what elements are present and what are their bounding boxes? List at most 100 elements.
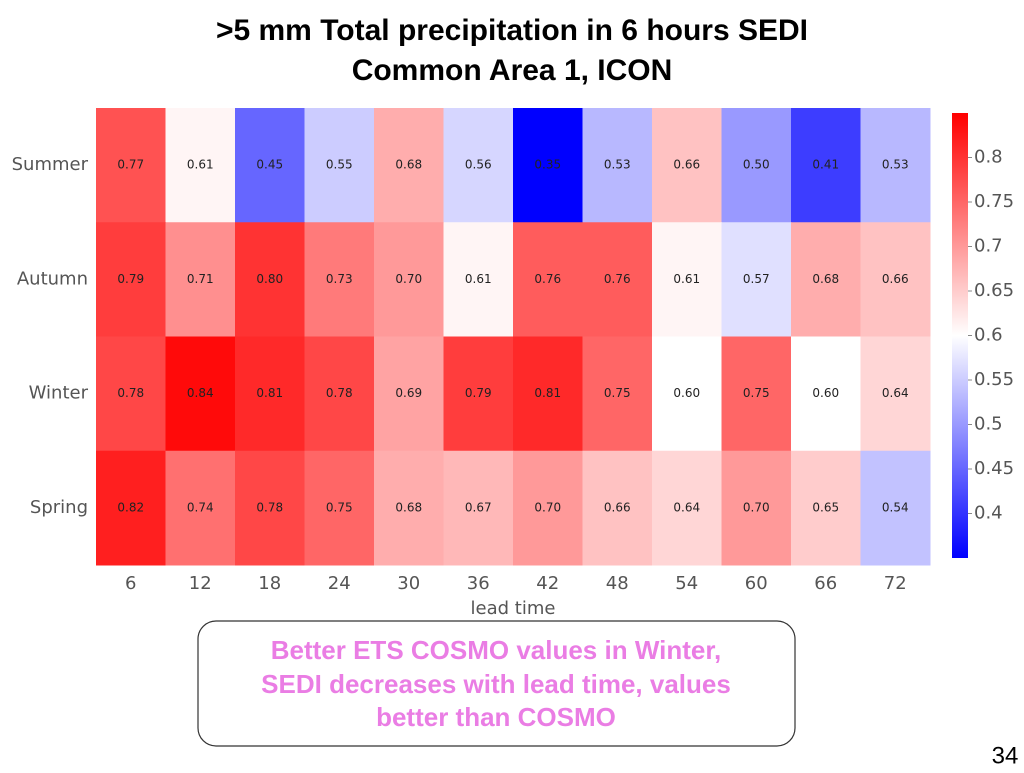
cell-label: 0.70 (395, 272, 422, 286)
annotation-line: Better ETS COSMO values in Winter, (271, 635, 722, 665)
heatmap-cell (513, 108, 583, 223)
x-tick-label: 72 (884, 573, 907, 594)
cell-label: 0.35 (534, 158, 561, 172)
cell-label: 0.75 (743, 386, 770, 400)
heatmap-cell (721, 222, 792, 337)
cell-label: 0.66 (604, 500, 631, 514)
colorbar-tick-label: 0.5 (974, 414, 1003, 435)
cell-label: 0.41 (812, 158, 839, 172)
colorbar-tick-label: 0.8 (974, 147, 1003, 168)
x-tick-label: 12 (189, 573, 212, 594)
x-tick-label: 42 (536, 573, 559, 594)
cell-label: 0.56 (465, 158, 492, 172)
cell-label: 0.64 (882, 386, 909, 400)
heatmap-cell (652, 450, 722, 566)
cell-label: 0.60 (812, 386, 839, 400)
heatmap-cell (443, 108, 514, 223)
cell-label: 0.66 (673, 158, 700, 172)
heatmap-cell (721, 108, 792, 223)
cell-label: 0.79 (465, 386, 492, 400)
heatmap-cell (860, 450, 931, 566)
heatmap-cell (374, 222, 444, 337)
cell-label: 0.69 (395, 386, 422, 400)
cell-label: 0.77 (117, 158, 144, 172)
x-axis-label: lead time (471, 598, 556, 619)
heatmap-cell (443, 222, 514, 337)
heatmap-cell (235, 336, 305, 452)
heatmap-cell (235, 222, 305, 337)
x-tick-label: 66 (814, 573, 837, 594)
heatmap-cell (304, 450, 375, 566)
annotation-line: SEDI decreases with lead time, values (261, 669, 731, 699)
cell-label: 0.81 (534, 386, 561, 400)
cell-label: 0.70 (534, 500, 561, 514)
heatmap-cell (860, 222, 931, 337)
annotation-box (197, 620, 796, 747)
x-tick-label: 24 (328, 573, 351, 594)
heatmap-cell (860, 336, 931, 452)
heatmap-cell (443, 450, 514, 566)
cell-label: 0.78 (326, 386, 353, 400)
cell-label: 0.54 (882, 500, 909, 514)
heatmap-cell (791, 222, 861, 337)
cell-label: 0.50 (743, 158, 770, 172)
cell-label: 0.84 (187, 386, 214, 400)
colorbar-tick-label: 0.75 (974, 191, 1014, 212)
heatmap-cell (235, 450, 305, 566)
y-tick-label: Spring (30, 497, 88, 518)
cell-label: 0.74 (187, 500, 214, 514)
x-tick-label: 6 (125, 573, 136, 594)
cell-label: 0.81 (256, 386, 283, 400)
title-line: >5 mm Total precipitation in 6 hours SED… (216, 14, 808, 47)
cell-label: 0.61 (465, 272, 492, 286)
heatmap-cell (96, 108, 166, 223)
cell-label: 0.57 (743, 272, 770, 286)
heatmap-cell (374, 336, 444, 452)
cell-label: 0.78 (256, 500, 283, 514)
heatmap-cell (165, 222, 236, 337)
cell-label: 0.76 (534, 272, 561, 286)
cell-label: 0.68 (812, 272, 839, 286)
cell-label: 0.68 (395, 158, 422, 172)
cell-label: 0.60 (673, 386, 700, 400)
x-tick-label: 36 (467, 573, 490, 594)
cell-label: 0.80 (256, 272, 283, 286)
heatmap-cell (582, 222, 653, 337)
heatmap-cell (165, 450, 236, 566)
title-line: Common Area 1, ICON (352, 54, 673, 87)
annotation-line: better than COSMO (376, 702, 616, 732)
heatmap-cell (374, 450, 444, 566)
heatmap-cell (513, 222, 583, 337)
heatmap-cell (96, 222, 166, 337)
heatmap-cell (96, 450, 166, 566)
heatmap-cell (443, 336, 514, 452)
x-tick-label: 30 (397, 573, 420, 594)
cell-label: 0.61 (187, 158, 214, 172)
cell-label: 0.78 (117, 386, 144, 400)
colorbar-tick-label: 0.55 (974, 369, 1014, 390)
y-tick-label: Winter (29, 383, 89, 404)
colorbar-tick-label: 0.4 (974, 503, 1003, 524)
cell-label: 0.75 (326, 500, 353, 514)
cell-label: 0.53 (604, 158, 631, 172)
colorbar-tick-label: 0.6 (974, 325, 1003, 346)
heatmap-cell (513, 336, 583, 452)
heatmap-cell (652, 336, 722, 452)
heatmap-cell (165, 108, 236, 223)
cell-label: 0.67 (465, 500, 492, 514)
page-number: 34 (992, 742, 1019, 768)
heatmap-cell (652, 222, 722, 337)
colorbar-tick-label: 0.7 (974, 236, 1003, 257)
heatmap-cell (791, 336, 861, 452)
y-tick-label: Summer (12, 154, 89, 175)
heatmap-cell (304, 336, 375, 452)
heatmap-cell (721, 336, 792, 452)
cell-label: 0.66 (882, 272, 909, 286)
y-tick-label: Autumn (17, 268, 88, 289)
cell-label: 0.45 (256, 158, 283, 172)
cell-label: 0.76 (604, 272, 631, 286)
cell-label: 0.65 (812, 500, 839, 514)
heatmap-cell (791, 450, 861, 566)
cell-label: 0.70 (743, 500, 770, 514)
